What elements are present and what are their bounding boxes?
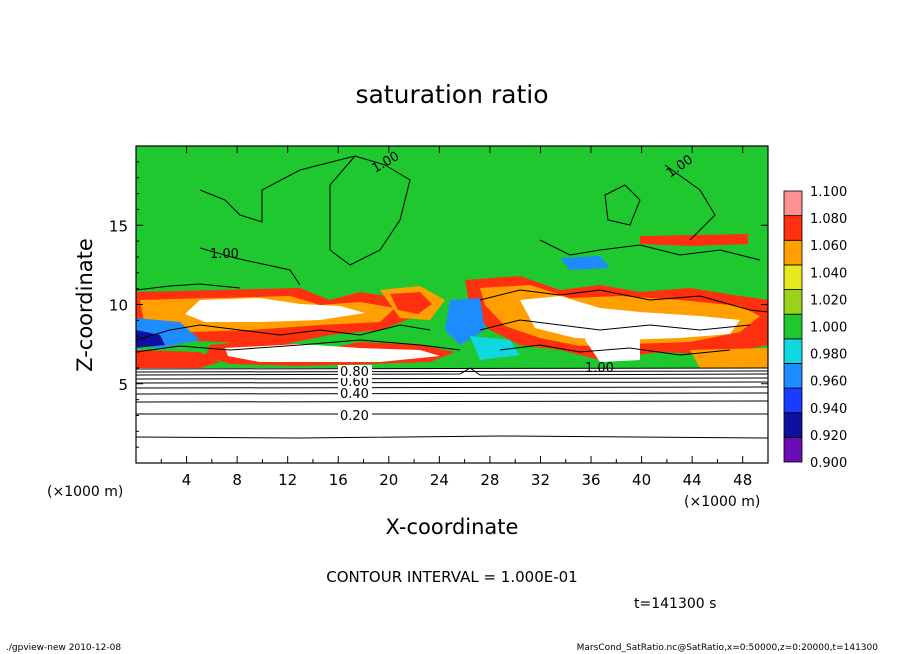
- colorbar-level-label: 0.940: [810, 402, 847, 417]
- field-subsaturated: [136, 368, 768, 463]
- footer-right: MarsCond_SatRatio.nc@SatRatio,x=0:50000,…: [577, 643, 879, 653]
- colorbar-swatch: [783, 289, 803, 315]
- contour-label: 0.60: [340, 375, 369, 390]
- time-label: t=141300 s: [634, 596, 716, 612]
- x-tick-label: 32: [531, 471, 550, 489]
- colorbar-level-label: 0.920: [810, 429, 847, 444]
- x-tick-label: 28: [480, 471, 499, 489]
- colorbar-swatch: [783, 436, 803, 463]
- colorbar-swatch: [783, 239, 803, 266]
- contour-label-bg: [338, 375, 372, 388]
- x-tick-label: 40: [632, 471, 651, 489]
- chart-title: saturation ratio: [355, 80, 548, 109]
- contour-label-bg: [338, 365, 372, 378]
- colorbar-swatch: [783, 264, 803, 290]
- x-tick-label: 12: [278, 471, 297, 489]
- x-tick-label: 16: [329, 471, 348, 489]
- x-tick-label: 44: [683, 471, 702, 489]
- x-axis-label: X-coordinate: [386, 515, 519, 539]
- contour-lines-cloud: [136, 239, 768, 356]
- y-axis-label: Z-coordinate: [73, 238, 97, 372]
- x-tick-label: 36: [581, 471, 600, 489]
- colorbar-swatch: [783, 363, 803, 389]
- colorbar-swatch: [783, 387, 803, 414]
- colorbar-level-label: 1.020: [810, 293, 847, 308]
- colorbar-level-label: 1.060: [810, 239, 847, 254]
- colorbar-swatch: [783, 190, 803, 217]
- contour-lines-upper: [136, 155, 716, 291]
- colorbar-swatch: [783, 215, 803, 241]
- colorbar: 0.900 0.920 0.940 0.960 0.980 1.000 1.020 1.040…: [783, 185, 847, 471]
- colorbar-level-label: 1.100: [810, 185, 847, 200]
- x-unit-right: (×1000 m): [684, 494, 760, 510]
- contour-label: 0.20: [340, 409, 369, 424]
- y-axis: 5 10 15: [109, 161, 768, 448]
- x-tick-label: 4: [182, 471, 192, 489]
- contour-label-bg: [338, 387, 372, 400]
- contour-label: 0.40: [340, 387, 369, 402]
- colorbar-level-label: 0.960: [810, 375, 847, 390]
- colorbar-swatch: [783, 338, 803, 364]
- field-saturated: [136, 146, 768, 296]
- contour-interval: CONTOUR INTERVAL = 1.000E-01: [326, 568, 577, 586]
- colorbar-level-label: 0.980: [810, 348, 847, 363]
- x-tick-label: 24: [430, 471, 449, 489]
- colorbar-level-label: 1.040: [810, 266, 847, 281]
- colorbar-swatch: [783, 313, 803, 340]
- colorbar-level-label: 1.000: [810, 321, 847, 336]
- y-tick-label: 15: [109, 217, 128, 235]
- colorbar-swatch: [783, 412, 803, 438]
- colorbar-level-label: 1.080: [810, 212, 847, 227]
- x-axis: 4 8 12 16 20 24 28 32 36 40 44 48: [160, 146, 752, 489]
- contour-label: 1.00: [585, 361, 614, 376]
- y-tick-label: 5: [118, 376, 128, 394]
- x-tick-label: 48: [733, 471, 752, 489]
- x-unit-left: (×1000 m): [47, 484, 123, 500]
- contour-label: 1.00: [210, 247, 239, 262]
- cloud-blobs: [136, 234, 768, 368]
- contour-label-bg: [338, 409, 372, 422]
- x-tick-label: 20: [379, 471, 398, 489]
- footer-left: ./gpview-new 2010-12-08: [6, 643, 121, 653]
- plot-field: [136, 146, 768, 463]
- x-tick-label: 8: [232, 471, 242, 489]
- y-tick-label: 10: [109, 297, 128, 315]
- contour-label: 0.80: [340, 365, 369, 380]
- colorbar-level-label: 0.900: [810, 456, 847, 471]
